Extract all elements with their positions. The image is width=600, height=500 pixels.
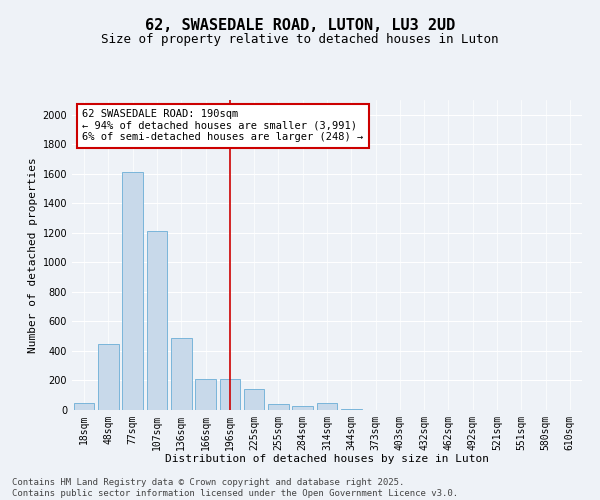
Bar [220,379,240,410]
Bar [268,404,289,410]
X-axis label: Distribution of detached houses by size in Luton: Distribution of detached houses by size … [165,454,489,464]
Text: Contains HM Land Registry data © Crown copyright and database right 2025.
Contai: Contains HM Land Registry data © Crown c… [12,478,458,498]
Y-axis label: Number of detached properties: Number of detached properties [28,157,38,353]
Text: 62, SWASEDALE ROAD, LUTON, LU3 2UD: 62, SWASEDALE ROAD, LUTON, LU3 2UD [145,18,455,32]
Bar [292,406,313,410]
Bar [317,402,337,410]
Text: 62 SWASEDALE ROAD: 190sqm
← 94% of detached houses are smaller (3,991)
6% of sem: 62 SWASEDALE ROAD: 190sqm ← 94% of detac… [82,110,364,142]
Bar [98,344,119,410]
Bar [195,379,216,410]
Bar [74,402,94,410]
Text: Size of property relative to detached houses in Luton: Size of property relative to detached ho… [101,32,499,46]
Bar [171,338,191,410]
Bar [146,232,167,410]
Bar [122,172,143,410]
Bar [244,390,265,410]
